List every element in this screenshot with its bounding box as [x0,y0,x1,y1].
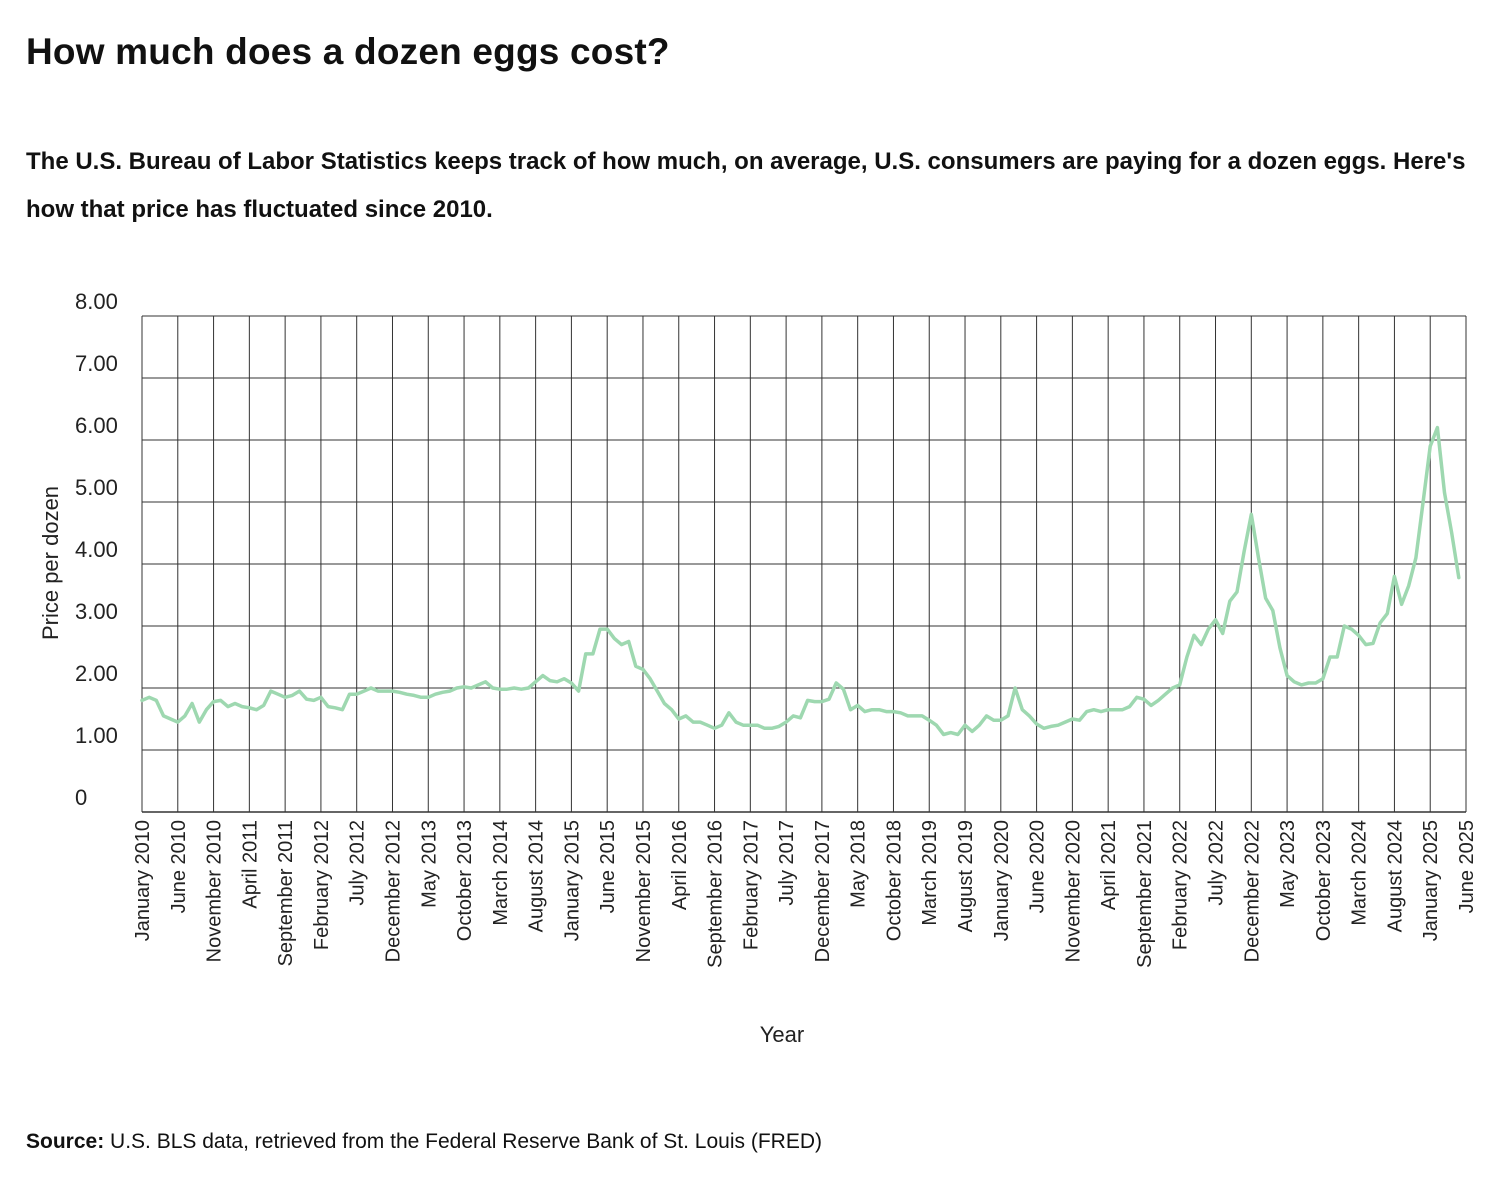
x-tick-label: October 2018 [883,820,905,941]
x-tick-label: December 2022 [1241,820,1263,962]
x-tick-label: November 2015 [633,820,655,962]
x-tick-label: February 2022 [1170,820,1192,950]
x-tick-label: June 2020 [1027,820,1049,913]
price-line-chart: 0 1.00 2.00 3.00 4.00 5.00 6.00 7.00 8.00 Januar… [38,289,1478,1047]
price-series-line [140,425,1461,737]
x-tick-label: December 2017 [812,820,834,962]
y-axis-ticks: 0 1.00 2.00 3.00 4.00 5.00 6.00 7.00 8.00 [75,289,118,810]
x-tick-label: June 2015 [597,820,619,913]
x-tick-label: June 2010 [168,820,190,913]
y-tick-label: 2.00 [75,661,118,686]
x-tick-label: September 2016 [705,820,727,968]
x-axis-label: Year [760,1022,804,1047]
x-tick-label: February 2017 [740,820,762,950]
y-tick-label: 5.00 [75,475,118,500]
x-tick-label: December 2012 [382,820,404,962]
x-axis-ticks: January 2010 June 2010 November 2010 April … [132,820,1478,968]
x-tick-label: July 2022 [1206,820,1228,906]
x-tick-label: January 2015 [561,820,583,941]
x-tick-label: October 2013 [454,820,476,941]
x-tick-label: September 2021 [1134,820,1156,968]
y-tick-label: 6.00 [75,413,118,438]
x-tick-label: April 2011 [239,820,261,909]
y-tick-label: 3.00 [75,599,118,624]
x-tick-label: March 2014 [490,820,512,926]
x-tick-label: June 2025 [1456,820,1478,913]
x-tick-label: May 2013 [418,820,440,908]
source-text: U.S. BLS data, retrieved from the Federa… [104,1130,822,1153]
y-tick-label: 4.00 [75,537,118,562]
chart-grid [141,315,1467,813]
x-tick-label: March 2024 [1349,820,1371,926]
x-tick-label: July 2012 [347,820,369,906]
y-tick-label: 1.00 [75,723,118,748]
x-tick-label: February 2012 [311,820,333,950]
x-tick-label: May 2023 [1277,820,1299,908]
source-note: Source: U.S. BLS data, retrieved from th… [26,1130,822,1154]
source-label: Source: [26,1130,105,1153]
x-tick-label: November 2010 [204,820,226,962]
x-tick-label: August 2024 [1384,820,1406,932]
x-tick-label: August 2014 [526,820,548,932]
x-tick-label: January 2025 [1420,820,1442,941]
y-axis-label: Price per dozen [38,486,63,640]
page-subtitle: The U.S. Bureau of Labor Statistics keep… [26,148,1466,223]
chart-series [140,425,1461,737]
x-tick-label: January 2020 [991,820,1013,941]
x-tick-label: April 2016 [669,820,691,910]
y-tick-label: 0 [75,785,87,810]
y-tick-label: 8.00 [75,289,118,314]
x-tick-label: March 2019 [919,820,941,926]
x-tick-label: October 2023 [1313,820,1335,941]
x-tick-label: September 2011 [275,820,297,966]
x-tick-label: July 2017 [776,820,798,906]
x-tick-label: November 2020 [1062,820,1084,962]
x-tick-label: January 2010 [132,820,154,941]
x-tick-label: August 2019 [955,820,977,932]
x-tick-label: April 2021 [1098,820,1120,910]
y-tick-label: 7.00 [75,351,118,376]
page-title: How much does a dozen eggs cost? [26,31,670,72]
x-tick-label: May 2018 [848,820,870,908]
